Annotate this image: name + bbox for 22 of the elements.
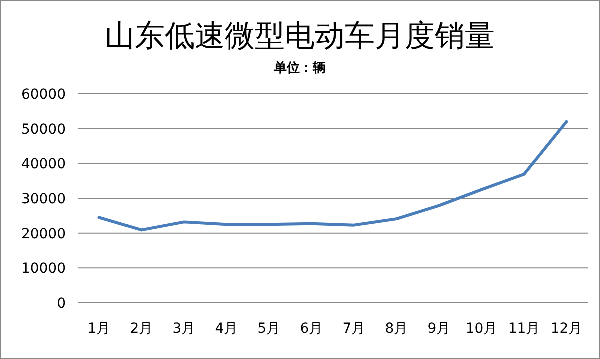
x-tick-label: 4月 xyxy=(215,321,238,337)
y-tick-label: 60000 xyxy=(21,87,66,103)
x-tick-label: 7月 xyxy=(342,321,366,337)
line-series xyxy=(98,120,568,232)
chart-title: 山东低速微型电动车月度销量 xyxy=(105,20,495,53)
chart-subtitle: 单位：辆 xyxy=(273,60,326,76)
x-tick-label: 8月 xyxy=(385,321,408,337)
x-tick-label: 3月 xyxy=(172,321,196,337)
x-tick-label: 11月 xyxy=(508,321,540,337)
x-tick-label: 12月 xyxy=(550,321,583,337)
y-tick-label: 10000 xyxy=(21,261,66,278)
x-tick-label: 2月 xyxy=(130,321,154,337)
y-tick-label: 50000 xyxy=(21,122,66,138)
y-tick-label: 40000 xyxy=(21,156,66,173)
y-tick-label: 0 xyxy=(57,296,66,312)
x-tick-label: 5月 xyxy=(258,321,281,337)
y-tick-label: 20000 xyxy=(21,226,66,242)
x-tick-label: 1月 xyxy=(88,321,111,337)
x-tick-label: 10月 xyxy=(466,321,498,337)
y-tick-label: 30000 xyxy=(21,192,66,208)
x-tick-label: 9月 xyxy=(428,321,451,337)
x-tick-label: 6月 xyxy=(300,321,324,337)
